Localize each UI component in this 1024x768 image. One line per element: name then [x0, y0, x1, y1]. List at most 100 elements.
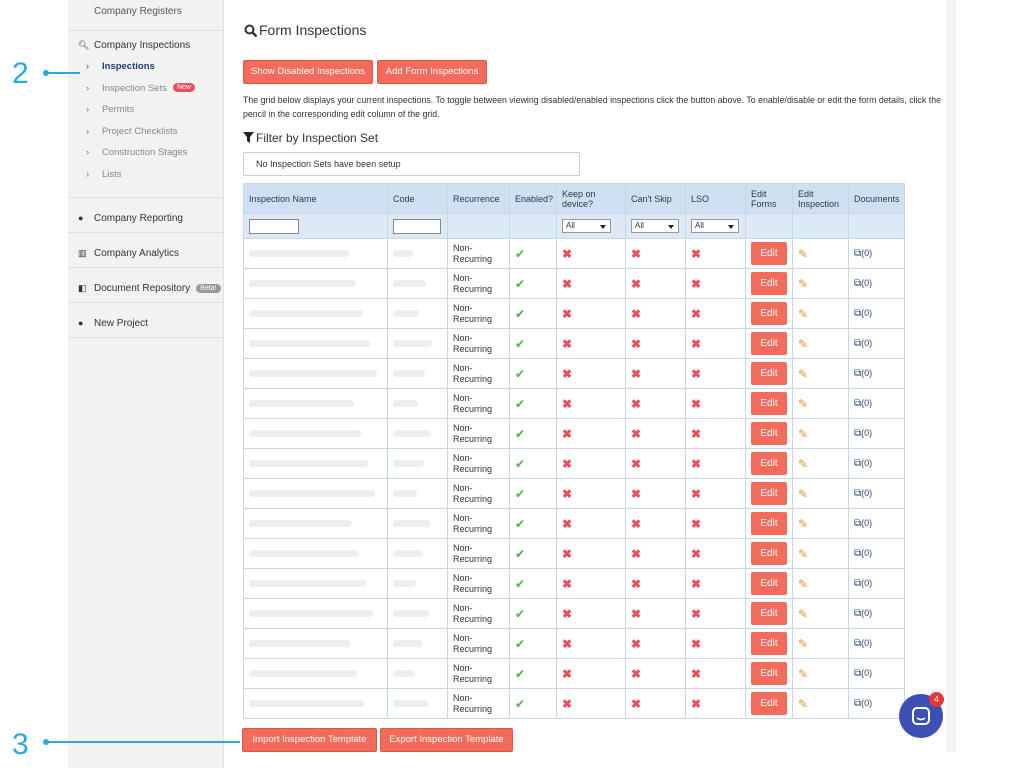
documents-count[interactable]: (0) — [861, 698, 873, 708]
pencil-icon[interactable]: ✎ — [798, 666, 809, 681]
documents-count[interactable]: (0) — [861, 278, 873, 288]
sidebar-subitem[interactable]: › Inspections — [86, 61, 155, 72]
name-cell — [243, 628, 388, 659]
sidebar-section[interactable]: ● Company Reporting — [68, 213, 224, 227]
cross-icon: ✖ — [631, 426, 642, 441]
sidebar-section[interactable]: ▥ Company Analytics — [68, 248, 224, 262]
documents-cell: ⧉(0) — [848, 478, 905, 509]
pencil-icon[interactable]: ✎ — [798, 426, 809, 441]
edit-button[interactable]: Edit — [751, 692, 787, 715]
pencil-icon[interactable]: ✎ — [798, 606, 809, 621]
edit-button[interactable]: Edit — [751, 482, 787, 505]
pencil-icon[interactable]: ✎ — [798, 276, 809, 291]
pencil-icon[interactable]: ✎ — [798, 576, 809, 591]
lso-cell: ✖ — [685, 328, 746, 359]
keep_on_device-cell: ✖ — [556, 508, 626, 539]
documents-count[interactable]: (0) — [861, 488, 873, 498]
pencil-icon[interactable]: ✎ — [798, 456, 809, 471]
pencil-icon[interactable]: ✎ — [798, 396, 809, 411]
sidebar-subitem[interactable]: › Lists — [86, 169, 122, 180]
documents-count[interactable]: (0) — [861, 308, 873, 318]
sidebar-subitem[interactable]: › Construction Stages — [86, 147, 188, 158]
check-icon: ✔ — [515, 276, 526, 291]
pencil-icon[interactable]: ✎ — [798, 546, 809, 561]
cross-icon: ✖ — [562, 426, 573, 441]
documents-count[interactable]: (0) — [861, 578, 873, 588]
documents-count[interactable]: (0) — [861, 248, 873, 258]
edit-button[interactable]: Edit — [751, 332, 787, 355]
blurred-name — [249, 699, 364, 707]
chevron: › — [86, 125, 90, 137]
cross-icon: ✖ — [631, 456, 642, 471]
documents-count[interactable]: (0) — [861, 638, 873, 648]
edit-button[interactable]: Edit — [751, 452, 787, 475]
chat-button[interactable]: 4 — [899, 692, 944, 738]
filter-select[interactable]: No Inspection Sets have been setup — [243, 152, 580, 176]
sidebar-section[interactable]: ● New Project — [68, 318, 224, 332]
cant_skip-cell: ✖ — [625, 658, 686, 689]
cross-icon: ✖ — [631, 366, 642, 381]
sidebar-section[interactable]: ◧ Document Repository Beta! — [68, 283, 224, 297]
text-filter[interactable] — [393, 218, 441, 234]
documents-count[interactable]: (0) — [861, 428, 873, 438]
select-filter[interactable]: All — [562, 219, 611, 233]
section-label: Company Analytics — [94, 248, 180, 259]
edit-button[interactable]: Edit — [751, 602, 787, 625]
documents-count[interactable]: (0) — [861, 668, 873, 678]
edit-button[interactable]: Edit — [751, 362, 787, 385]
recurrence-cell: Non-Recurring — [447, 418, 510, 449]
filter-cell: All — [685, 213, 746, 239]
edit-button[interactable]: Edit — [751, 632, 787, 655]
check-icon: ✔ — [515, 396, 526, 411]
pencil-icon[interactable]: ✎ — [798, 306, 809, 321]
pencil-icon[interactable]: ✎ — [798, 696, 809, 711]
documents-count[interactable]: (0) — [861, 608, 873, 618]
sidebar-section[interactable]: 🔍︎ Company Inspections — [68, 40, 224, 54]
pencil-icon[interactable]: ✎ — [798, 516, 809, 531]
import-button[interactable]: Import Inspection Template — [242, 728, 377, 752]
add-button[interactable]: Add Form Inspections — [377, 60, 487, 84]
pencil-icon[interactable]: ✎ — [798, 486, 809, 501]
pencil-icon[interactable]: ✎ — [798, 366, 809, 381]
check-icon: ✔ — [515, 546, 526, 561]
pencil-cell: ✎ — [792, 418, 849, 449]
text-filter[interactable] — [249, 218, 299, 234]
pencil-cell: ✎ — [792, 628, 849, 659]
sidebar-subitem[interactable]: › Project Checklists — [86, 126, 178, 137]
cant_skip-cell: ✖ — [625, 508, 686, 539]
edit-button[interactable]: Edit — [751, 422, 787, 445]
edit-button[interactable]: Edit — [751, 662, 787, 685]
keep_on_device-cell: ✖ — [556, 688, 626, 719]
show-disabled-button[interactable]: Show Disabled Inspections — [243, 60, 373, 84]
documents-count[interactable]: (0) — [861, 338, 873, 348]
recurrence-cell: Non-Recurring — [447, 658, 510, 689]
pencil-icon[interactable]: ✎ — [798, 246, 809, 261]
table-row: Non-Recurring ✔ ✖ ✖ ✖ Edit ✎ ⧉(0) — [243, 568, 905, 599]
sidebar-subitem[interactable]: › Inspection Sets New — [86, 83, 195, 94]
edit-button[interactable]: Edit — [751, 272, 787, 295]
edit-button[interactable]: Edit — [751, 572, 787, 595]
blurred-code — [393, 459, 424, 467]
select-filter[interactable]: All — [691, 219, 739, 233]
documents-count[interactable]: (0) — [861, 458, 873, 468]
pencil-icon[interactable]: ✎ — [798, 336, 809, 351]
check-icon: ✔ — [515, 696, 526, 711]
edit-button[interactable]: Edit — [751, 542, 787, 565]
pencil-icon[interactable]: ✎ — [798, 636, 809, 651]
cant_skip-cell: ✖ — [625, 688, 686, 719]
sidebar-subitem[interactable]: › Permits — [86, 104, 134, 115]
edit-button[interactable]: Edit — [751, 242, 787, 265]
export-button[interactable]: Export Inspection Template — [380, 728, 513, 752]
edit-button[interactable]: Edit — [751, 302, 787, 325]
lso-cell: ✖ — [685, 388, 746, 419]
documents-count[interactable]: (0) — [861, 368, 873, 378]
edit-button[interactable]: Edit — [751, 512, 787, 535]
documents-count[interactable]: (0) — [861, 518, 873, 528]
select-filter[interactable]: All — [631, 219, 679, 233]
documents-count[interactable]: (0) — [861, 398, 873, 408]
check-icon: ✔ — [515, 576, 526, 591]
doc-icon: ⧉ — [854, 308, 862, 319]
documents-count[interactable]: (0) — [861, 548, 873, 558]
cant_skip-cell: ✖ — [625, 478, 686, 509]
edit-button[interactable]: Edit — [751, 392, 787, 415]
